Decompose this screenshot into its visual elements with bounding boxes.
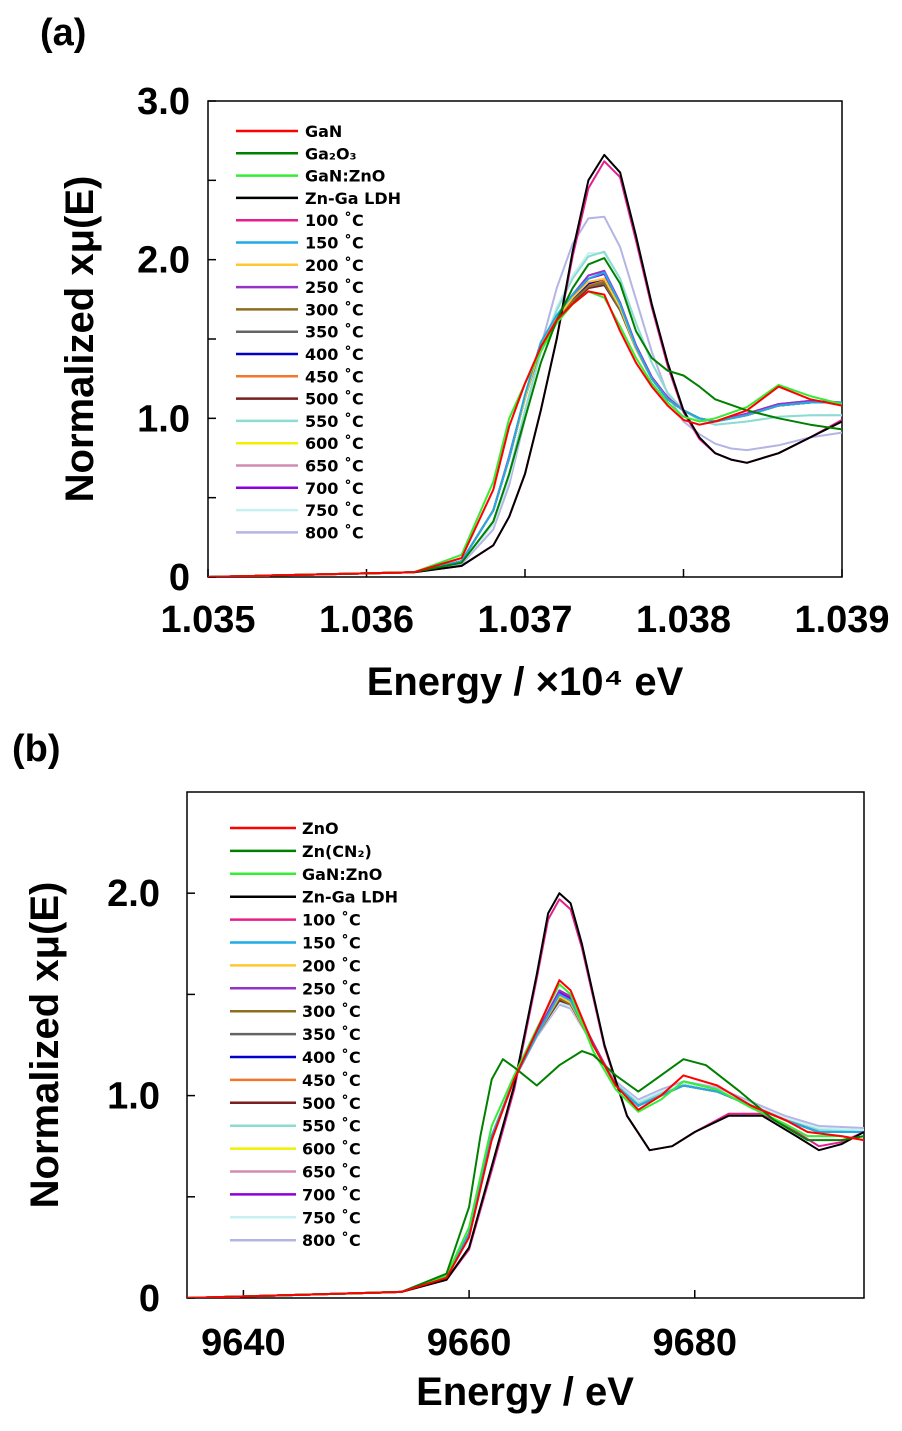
- legend-label: 300 ˚C: [305, 300, 364, 319]
- legend-label: 400 ˚C: [302, 1048, 361, 1067]
- legend: GaN Ga₂O₃ GaN:ZnO Zn-Ga LDH 100 ˚C 150 ˚C 200 …: [236, 122, 401, 542]
- x-tick-label: 9680: [652, 1322, 737, 1364]
- legend-label: 800 ˚C: [305, 523, 364, 542]
- series-line: [208, 280, 842, 577]
- legend-label: 200 ˚C: [302, 956, 361, 975]
- x-tick-label: 1.039: [794, 599, 889, 641]
- y-tick-label: 0: [139, 1278, 160, 1320]
- legend-label: Zn(CN₂): [302, 842, 372, 861]
- series-line: [208, 290, 842, 577]
- panel-a-label: (a): [40, 12, 87, 54]
- series-line: [187, 892, 864, 1298]
- x-axis-title: Energy / ×10⁴ eV: [367, 660, 684, 704]
- y-tick-label: 2.0: [137, 240, 190, 282]
- legend-label: 700 ˚C: [302, 1185, 361, 1204]
- legend-label: 150 ˚C: [305, 234, 364, 253]
- series-line: [187, 898, 864, 1298]
- x-tick-label: 1.036: [319, 599, 414, 641]
- legend-label: 500 ˚C: [305, 390, 364, 409]
- legend-label: 650 ˚C: [305, 457, 364, 476]
- legend-label: 700 ˚C: [305, 479, 364, 498]
- legend-label: 600 ˚C: [302, 1140, 361, 1159]
- y-tick-label: 1.0: [137, 398, 190, 440]
- legend-label: Zn-Ga LDH: [305, 189, 401, 208]
- y-tick-label: 3.0: [137, 81, 190, 123]
- legend-label: 350 ˚C: [302, 1025, 361, 1044]
- legend-label: GaN:ZnO: [302, 865, 382, 884]
- series-line: [208, 284, 842, 577]
- series-line: [208, 290, 842, 577]
- series-line: [208, 280, 842, 577]
- series-line: [208, 269, 842, 577]
- series-line: [208, 272, 842, 577]
- plot-frame: [207, 100, 843, 578]
- y-axis-title: Normalized xμ(E): [58, 176, 102, 503]
- x-tick-label: 1.037: [477, 599, 572, 641]
- legend-label: GaN: [305, 122, 342, 141]
- legend-label: 600 ˚C: [305, 434, 364, 453]
- series-line: [208, 153, 842, 577]
- x-tick-label: 9640: [201, 1322, 286, 1364]
- panel-b-label: (b): [12, 728, 61, 770]
- legend-label: 100 ˚C: [305, 211, 364, 230]
- y-axis-title: Normalized xμ(E): [23, 882, 67, 1209]
- legend-label: 550 ˚C: [305, 412, 364, 431]
- legend-label: 250 ˚C: [305, 278, 364, 297]
- x-tick-label: 1.035: [160, 599, 255, 641]
- series-line: [208, 215, 842, 577]
- legend-label: 650 ˚C: [302, 1163, 361, 1182]
- x-tick-label: 9660: [427, 1322, 512, 1364]
- series-line: [208, 277, 842, 577]
- legend-label: 800 ˚C: [302, 1231, 361, 1250]
- series-line: [187, 1050, 864, 1298]
- series-line: [208, 277, 842, 577]
- legend-label: 150 ˚C: [302, 934, 361, 953]
- y-tick-label: 2.0: [107, 873, 160, 915]
- series-line: [208, 279, 842, 577]
- legend-label: 300 ˚C: [302, 1002, 361, 1021]
- legend-label: 750 ˚C: [302, 1208, 361, 1227]
- chart-panel-a: 1.035 1.036 1.037 1.038 1.039 0 1.0 2.0 3.0 Energ…: [58, 81, 890, 704]
- legend-label: 500 ˚C: [302, 1094, 361, 1113]
- legend-label: 750 ˚C: [305, 501, 364, 520]
- x-tick-label: 1.038: [636, 599, 731, 641]
- series-line: [187, 983, 864, 1298]
- series-line: [187, 1003, 864, 1298]
- legend-label: 450 ˚C: [302, 1071, 361, 1090]
- series-line: [187, 995, 864, 1298]
- legend-label: 350 ˚C: [305, 323, 364, 342]
- x-axis-title: Energy / eV: [416, 1370, 634, 1414]
- series-line: [208, 282, 842, 577]
- legend-label: ZnO: [302, 819, 339, 838]
- legend-label: 400 ˚C: [305, 345, 364, 364]
- legend: ZnO Zn(CN₂) GaN:ZnO Zn-Ga LDH 100 ˚C 150 ˚C 20…: [230, 819, 398, 1250]
- legend-label: 250 ˚C: [302, 979, 361, 998]
- series-line: [187, 993, 864, 1298]
- y-tick-label: 0: [169, 557, 190, 599]
- series-line: [187, 979, 864, 1298]
- y-tick-label: 1.0: [107, 1076, 160, 1118]
- series-lines: [187, 892, 864, 1298]
- series-line: [187, 995, 864, 1298]
- legend-label: Zn-Ga LDH: [302, 888, 398, 907]
- series-lines: [208, 153, 842, 577]
- legend-label: GaN:ZnO: [305, 167, 385, 186]
- series-line: [187, 1001, 864, 1298]
- legend-label: 450 ˚C: [305, 367, 364, 386]
- series-line: [208, 271, 842, 577]
- legend-label: 100 ˚C: [302, 911, 361, 930]
- series-line: [208, 279, 842, 577]
- legend-label: 550 ˚C: [302, 1117, 361, 1136]
- plot-frame: [186, 791, 865, 1299]
- chart-panel-b: 9640 9660 9680 0 1.0 2.0 Energy / eV Normalized…: [23, 791, 865, 1414]
- series-line: [208, 160, 842, 577]
- legend-label: Ga₂O₃: [305, 144, 357, 163]
- series-line: [208, 257, 842, 577]
- legend-label: 200 ˚C: [305, 256, 364, 275]
